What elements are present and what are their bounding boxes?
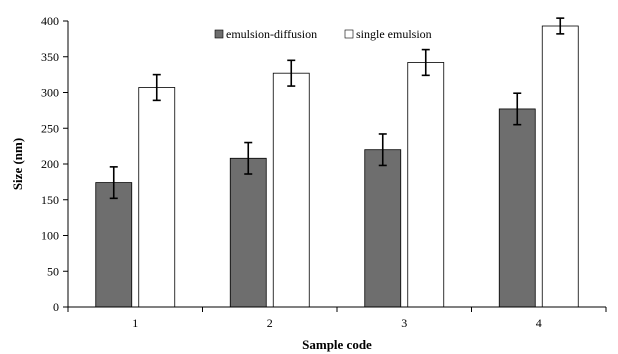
y-tick-label: 400 bbox=[41, 14, 59, 28]
bar-emulsion-diffusion-4 bbox=[498, 108, 536, 308]
bar-single-emulsion-2 bbox=[272, 72, 310, 308]
x-tick-label: 1 bbox=[132, 316, 138, 330]
y-tick-label: 50 bbox=[47, 264, 59, 278]
error-bars bbox=[109, 17, 565, 200]
y-tick-label: 300 bbox=[41, 86, 59, 100]
bar-single-emulsion-4 bbox=[541, 25, 579, 308]
y-tick-label: 0 bbox=[53, 300, 59, 314]
x-axis-ticks: 1 2 3 4 bbox=[67, 307, 607, 330]
bar-emulsion-diffusion-3 bbox=[364, 149, 402, 308]
y-axis-title: Size (nm) bbox=[10, 138, 25, 190]
y-axis-ticks: 0 50 100 150 200 250 300 350 400 bbox=[41, 14, 68, 314]
bar-emulsion-diffusion-1 bbox=[95, 182, 133, 308]
bar-single-emulsion-1 bbox=[138, 87, 176, 308]
bars bbox=[95, 25, 579, 308]
y-tick-label: 150 bbox=[41, 193, 59, 207]
x-tick-label: 4 bbox=[536, 316, 542, 330]
y-tick-label: 250 bbox=[41, 121, 59, 135]
x-tick-label: 3 bbox=[401, 316, 407, 330]
legend-label-emulsion-diffusion: emulsion-diffusion bbox=[226, 27, 317, 41]
legend-swatch-emulsion-diffusion bbox=[214, 29, 224, 39]
legend-label-single-emulsion: single emulsion bbox=[356, 27, 432, 41]
legend-swatch-single-emulsion bbox=[344, 29, 354, 39]
y-tick-label: 350 bbox=[41, 50, 59, 64]
x-axis-title: Sample code bbox=[302, 337, 372, 352]
x-tick-label: 2 bbox=[267, 316, 273, 330]
legend: emulsion-diffusion single emulsion bbox=[214, 27, 432, 41]
bar-emulsion-diffusion-2 bbox=[229, 157, 267, 308]
y-tick-label: 200 bbox=[41, 157, 59, 171]
bar-single-emulsion-3 bbox=[407, 62, 445, 308]
y-tick-label: 100 bbox=[41, 229, 59, 243]
